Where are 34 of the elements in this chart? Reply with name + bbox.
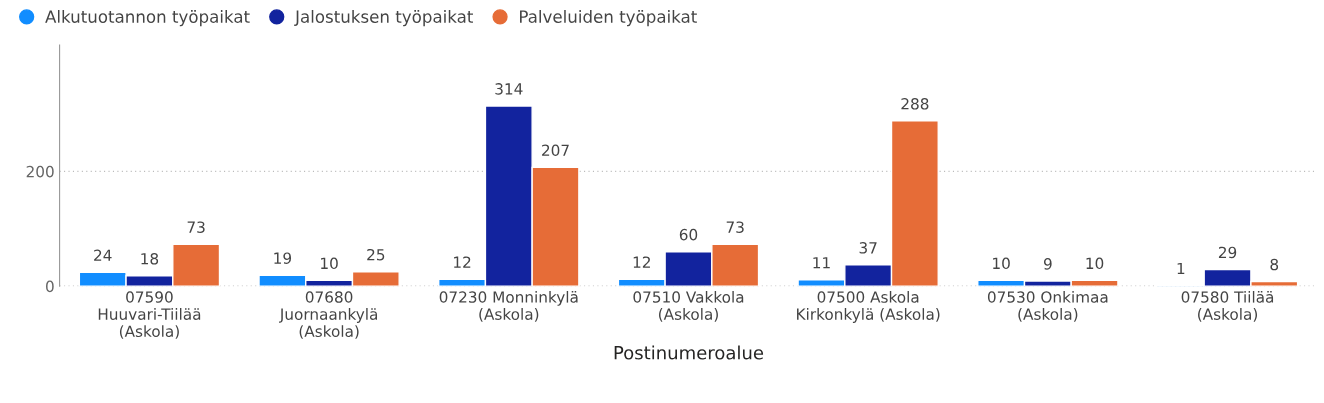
data-label: 19: [274, 252, 292, 264]
legend-label: Palveluiden työpaikat: [520, 10, 697, 27]
data-label: 8: [1270, 258, 1279, 271]
legend-label: Alkutuotannon työpaikat: [45, 10, 250, 27]
data-label: 288: [901, 98, 929, 110]
y-tick-label: 200: [26, 165, 54, 178]
x-tick-label: 07680 Juornaankylä (Askola): [279, 291, 378, 339]
data-label: 12: [633, 256, 650, 268]
data-label: 60: [679, 228, 698, 241]
x-tick-label: 07580 Tiilää (Askola): [1181, 290, 1274, 322]
data-label: 73: [187, 221, 205, 233]
data-label: 1: [1177, 262, 1185, 275]
data-label: 24: [94, 249, 112, 261]
data-label: 12: [454, 256, 471, 268]
data-label: 10: [993, 257, 1010, 270]
x-tick-label: 07510 Vakkola (Askola): [633, 290, 744, 322]
data-label: 18: [141, 252, 159, 265]
x-tick-label: 07590 Huuvari-Tiilää (Askola): [98, 291, 201, 339]
data-label: 37: [859, 242, 877, 254]
legend-label: Jalostuksen työpaikat: [294, 10, 473, 27]
x-axis-title: Postinumeroalue: [614, 345, 764, 360]
data-label: 314: [495, 83, 523, 95]
x-tick-label: 07530 Onkimaa (Askola): [987, 290, 1108, 322]
data-label: 29: [1218, 246, 1237, 259]
x-tick-label: 07500 Askola Kirkonkylä (Askola): [797, 290, 940, 323]
y-tick-label: 0: [46, 280, 54, 293]
data-label: 11: [813, 257, 830, 269]
data-label: 207: [542, 144, 569, 157]
data-label: 10: [1086, 257, 1104, 270]
data-label: 10: [321, 257, 338, 270]
data-label: 9: [1043, 258, 1052, 270]
data-label: 25: [367, 248, 385, 261]
x-tick-label: 07230 Monninkylä (Askola): [439, 290, 578, 322]
data-label: 73: [726, 221, 744, 233]
